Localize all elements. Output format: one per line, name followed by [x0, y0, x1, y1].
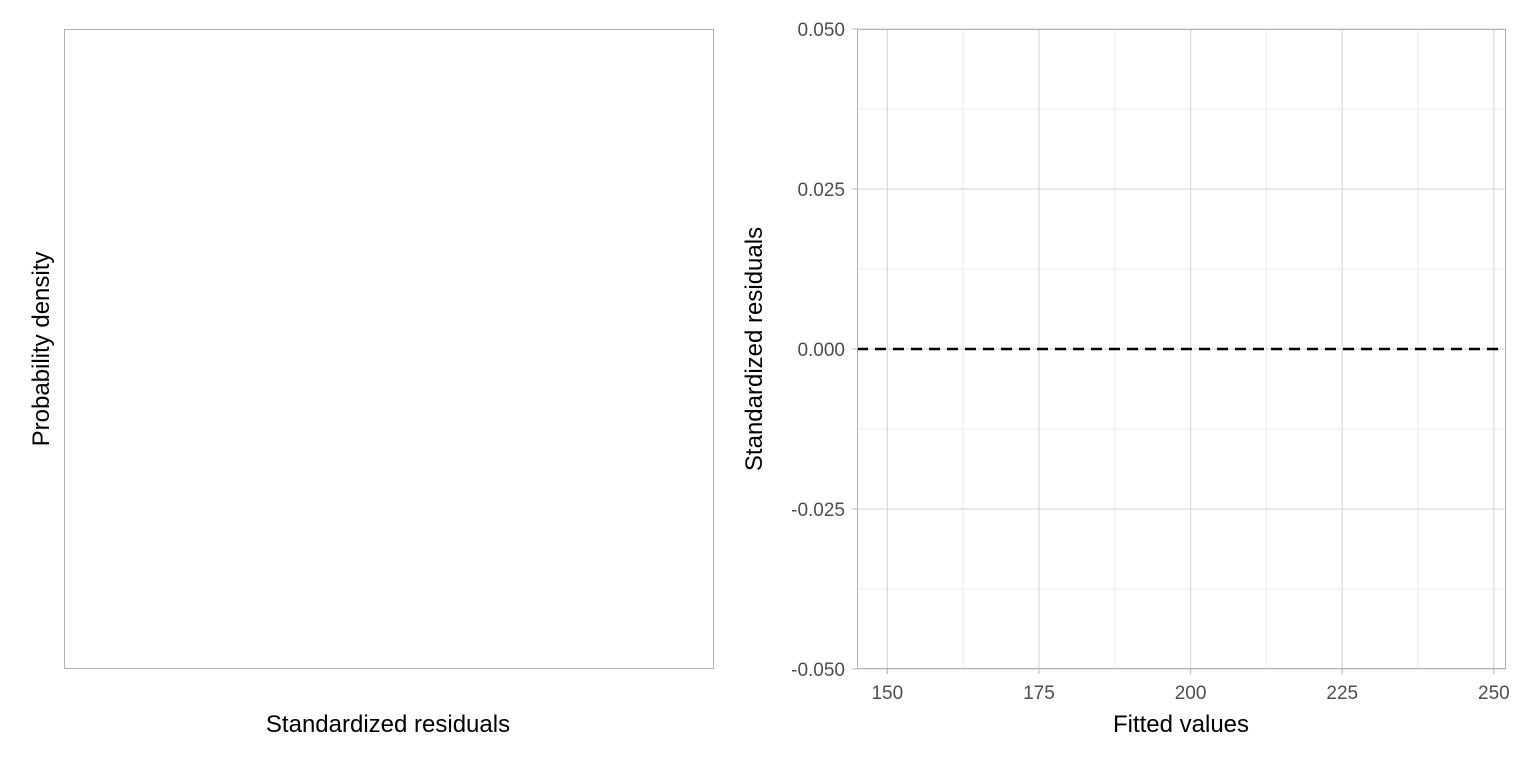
residual-x-axis: 150 175 200 225 250: [871, 669, 1510, 704]
residual-x-axis-title: Fitted values: [1113, 711, 1249, 738]
density-panel-border: [64, 29, 714, 669]
residual-panel-border: [857, 29, 1506, 669]
y-tick-label: -0.050: [791, 660, 845, 681]
density-y-axis-title: Probability density: [28, 252, 55, 447]
y-tick-label: -0.025: [791, 500, 845, 521]
x-tick-label: 150: [871, 683, 903, 704]
x-tick-label: 175: [1023, 683, 1055, 704]
x-tick-label: 250: [1478, 683, 1510, 704]
y-tick-label: 0.025: [797, 180, 845, 201]
density-x-axis-title: Standardized residuals: [266, 711, 510, 738]
residual-y-axis: 0.050 0.025 0.000 -0.025 -0.050: [791, 20, 857, 681]
density-panel: Standardized residuals Probability densi…: [28, 29, 714, 738]
y-tick-label: 0.000: [797, 340, 845, 361]
residual-y-axis-title: Standardized residuals: [741, 227, 768, 471]
y-tick-label: 0.050: [797, 20, 845, 41]
x-tick-label: 225: [1326, 683, 1358, 704]
x-tick-label: 200: [1175, 683, 1207, 704]
residual-panel: 150 175 200 225 250 0.050 0.025 0.000 -0.025 -0.…: [741, 20, 1510, 738]
